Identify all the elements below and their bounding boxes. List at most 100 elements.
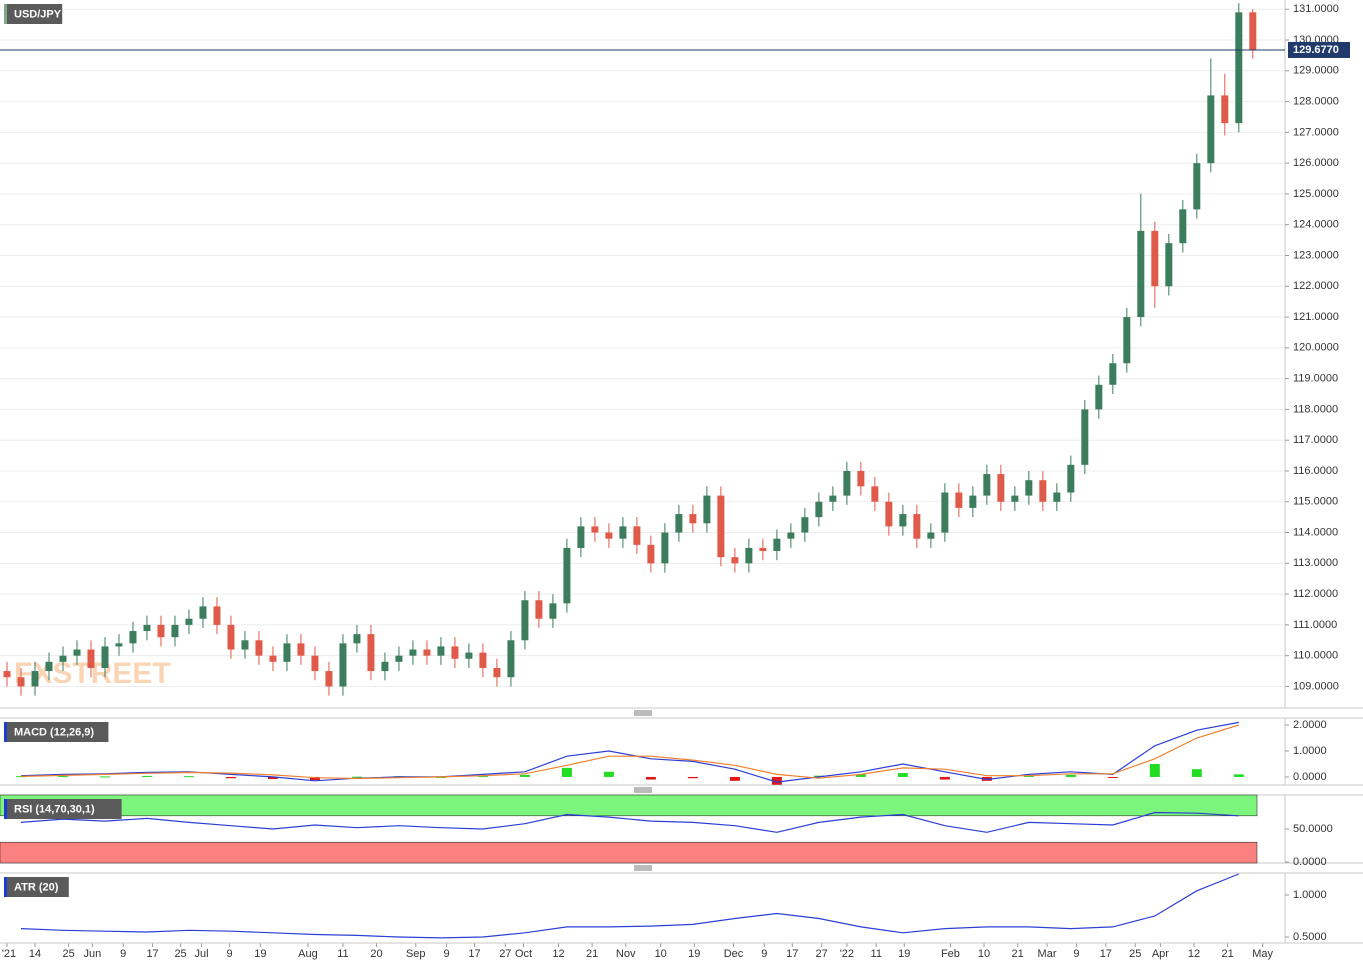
x-tick-label: 9: [120, 948, 126, 960]
y-tick-label: 125.0000: [1293, 188, 1339, 200]
histogram-bar: [939, 776, 950, 780]
title-badge: [4, 4, 63, 24]
candle-body: [143, 624, 151, 632]
histogram-bar: [141, 775, 152, 777]
candle-body: [269, 655, 277, 662]
candle-body: [1137, 230, 1145, 318]
candle-body: [703, 495, 711, 524]
candle-body: [1025, 480, 1033, 496]
candle-body: [549, 603, 557, 619]
histogram-bar: [645, 776, 656, 780]
candle-body: [815, 501, 823, 518]
candle-body: [437, 646, 445, 656]
candle-body: [1109, 363, 1117, 385]
candle-body: [829, 495, 837, 502]
candle-body: [773, 538, 781, 552]
candle-body: [857, 470, 865, 487]
candle-body: [395, 655, 403, 662]
last-price-label: 129.6770: [1293, 44, 1339, 56]
candle-body: [3, 671, 11, 678]
histogram-bar: [267, 776, 278, 780]
candle-body: [1053, 492, 1061, 502]
candle-body: [423, 649, 431, 656]
candle-body: [899, 514, 907, 527]
y-tick-label: 1.0000: [1293, 889, 1327, 901]
candle-body: [465, 652, 473, 659]
title-stripe: [4, 4, 7, 24]
y-tick-label: 115.0000: [1293, 496, 1338, 508]
candle-body: [1221, 95, 1229, 124]
candle-body: [339, 643, 347, 687]
histogram-bar: [897, 773, 908, 777]
x-tick-label: 27: [816, 948, 828, 960]
x-tick-label: 9: [443, 948, 449, 960]
candle-body: [115, 643, 123, 647]
candle-body: [801, 517, 809, 533]
y-tick-label: 120.0000: [1293, 342, 1339, 354]
y-tick-label: 113.0000: [1293, 557, 1338, 569]
y-tick-label: 122.0000: [1293, 280, 1339, 292]
indicator-line: [20, 724, 1239, 780]
candle-body: [325, 671, 333, 687]
candle-body: [997, 474, 1005, 502]
candle-body: [1095, 384, 1103, 410]
title-badge: [4, 799, 122, 819]
histogram-bar: [771, 776, 782, 785]
candle-body: [353, 634, 361, 644]
candle-body: [871, 486, 879, 502]
candle-body: [1179, 209, 1187, 244]
x-tick-label: Jul: [195, 948, 209, 960]
candle-body: [591, 526, 599, 533]
y-tick-label: 1.0000: [1293, 745, 1327, 757]
histogram-bar: [99, 776, 110, 778]
candle-body: [605, 532, 613, 539]
y-tick-label: 121.0000: [1293, 311, 1339, 323]
x-tick-label: 21: [586, 948, 598, 960]
histogram-bar: [1107, 776, 1118, 778]
x-tick-label: Nov: [616, 948, 636, 960]
candle-body: [927, 532, 935, 539]
title-badge: [4, 722, 109, 742]
candle-body: [17, 677, 25, 687]
candle-body: [31, 671, 39, 687]
x-tick-label: 27: [499, 948, 511, 960]
histogram-bar: [561, 767, 572, 777]
y-tick-label: 131.0000: [1293, 3, 1339, 15]
x-tick-label: 19: [254, 948, 266, 960]
candle-body: [955, 492, 963, 508]
candle-body: [731, 557, 739, 564]
candle-body: [843, 470, 851, 496]
title-stripe: [4, 799, 7, 819]
last-price-badge: [1288, 41, 1350, 58]
candle-body: [73, 649, 81, 656]
x-tick-label: 12: [1188, 948, 1200, 960]
x-tick-label: Feb: [941, 948, 960, 960]
y-tick-label: 124.0000: [1293, 219, 1339, 231]
x-tick-label: 14: [29, 948, 41, 960]
histogram-bar: [57, 775, 68, 777]
x-tick-label: 17: [468, 948, 480, 960]
candle-body: [535, 600, 543, 619]
candle-body: [787, 532, 795, 539]
x-tick-label: Dec: [724, 948, 744, 960]
candle-body: [381, 661, 389, 672]
histogram-bar: [15, 776, 26, 778]
candle-body: [633, 526, 641, 545]
candle-body: [1081, 409, 1089, 465]
x-tick-label: 25: [62, 948, 74, 960]
candle-body: [913, 514, 921, 539]
y-tick-label: 127.0000: [1293, 126, 1339, 138]
y-tick-label: 114.0000: [1293, 526, 1338, 538]
candle-body: [255, 640, 263, 656]
histogram-bar: [687, 776, 698, 779]
histogram-bar: [1191, 769, 1202, 777]
x-tick-label: 20: [370, 948, 382, 960]
candle-body: [283, 643, 291, 662]
y-tick-label: 118.0000: [1293, 403, 1338, 415]
candle-body: [157, 624, 165, 638]
x-tick-label: 21: [1221, 948, 1233, 960]
candle-body: [689, 514, 697, 524]
candle-body: [745, 547, 753, 564]
candle-body: [479, 652, 487, 668]
